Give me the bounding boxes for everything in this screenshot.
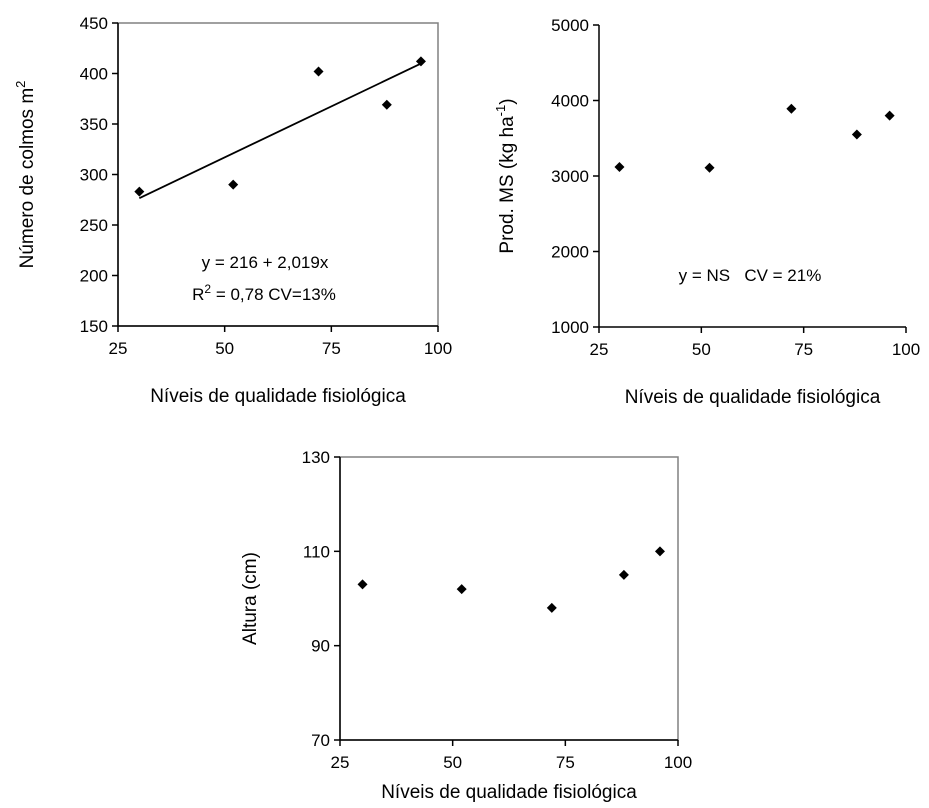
y-tick-label: 2000 bbox=[551, 243, 589, 262]
y-axis-title: Número de colmos m2 bbox=[13, 81, 38, 269]
x-tick-label: 50 bbox=[215, 339, 234, 358]
data-point bbox=[313, 66, 324, 77]
x-axis-title: Níveis de qualidade fisiológica bbox=[625, 387, 881, 408]
y-tick-label: 130 bbox=[302, 448, 330, 467]
x-tick-label: 75 bbox=[322, 339, 341, 358]
data-point bbox=[357, 579, 368, 590]
r2-superscript: 2 bbox=[204, 282, 211, 296]
y-tick-label: 400 bbox=[80, 65, 108, 84]
y-tick-label: 1000 bbox=[551, 318, 589, 337]
y-axis-title-text: Prod. MS (kg ha bbox=[497, 116, 518, 254]
x-tick-label: 75 bbox=[556, 753, 575, 772]
data-point bbox=[456, 584, 467, 595]
data-point bbox=[851, 129, 862, 140]
trendline bbox=[138, 62, 422, 199]
data-point bbox=[228, 179, 239, 190]
chart-1: 150 200 250 300 350 400 450 25 50 75 100 Níveis de … bbox=[13, 14, 452, 407]
y-tick-label: 450 bbox=[80, 14, 108, 33]
y-tick-label: 4000 bbox=[551, 92, 589, 111]
y-axis-title-superscript: -1 bbox=[493, 105, 508, 117]
r2-prefix: R bbox=[192, 285, 204, 304]
y-axis-title: Altura (cm) bbox=[240, 552, 261, 645]
data-point bbox=[704, 162, 715, 173]
equation-annotation: y = 216 + 2,019x bbox=[202, 253, 329, 272]
plot-frame bbox=[117, 22, 439, 327]
r2-annotation: R2 = 0,78 CV=13% bbox=[192, 282, 336, 304]
y-tick-label: 3000 bbox=[551, 167, 589, 186]
y-tick-label: 200 bbox=[80, 267, 108, 286]
data-point bbox=[786, 103, 797, 114]
y-tick-label: 110 bbox=[303, 542, 330, 561]
data-point bbox=[134, 186, 145, 197]
x-tick-label: 75 bbox=[794, 340, 813, 359]
x-tick-label: 50 bbox=[443, 753, 462, 772]
x-tick-label: 25 bbox=[331, 753, 350, 772]
y-axis-title: Prod. MS (kg ha-1) bbox=[493, 98, 518, 253]
y-axis-title-text: Número de colmos m bbox=[17, 88, 38, 269]
x-tick-label: 100 bbox=[424, 339, 452, 358]
y-tick-label: 70 bbox=[311, 731, 330, 750]
chart-2: 1000 2000 3000 4000 5000 25 50 75 100 Níveis de q… bbox=[493, 16, 920, 408]
stat-annotation: y = NS CV = 21% bbox=[679, 266, 822, 285]
y-tick-label: 90 bbox=[311, 637, 330, 656]
x-tick-label: 25 bbox=[590, 340, 609, 359]
data-point bbox=[618, 569, 629, 580]
y-tick-label: 300 bbox=[80, 166, 108, 185]
x-tick-label: 100 bbox=[664, 753, 692, 772]
y-axis-title-close: ) bbox=[497, 98, 518, 104]
x-axis-title: Níveis de qualidade fisiológica bbox=[150, 386, 406, 407]
r2-rest: = 0,78 CV=13% bbox=[211, 285, 336, 304]
y-axis-title-superscript: 2 bbox=[13, 81, 28, 88]
y-tick-label: 5000 bbox=[551, 16, 589, 35]
data-point bbox=[546, 602, 557, 613]
x-tick-label: 25 bbox=[109, 339, 128, 358]
x-tick-label: 100 bbox=[892, 340, 920, 359]
y-tick-label: 250 bbox=[80, 216, 108, 235]
data-point bbox=[415, 56, 426, 67]
data-point bbox=[884, 110, 895, 121]
data-point bbox=[654, 546, 665, 557]
y-axis-title-text: Altura (cm) bbox=[240, 552, 261, 645]
y-tick-label: 150 bbox=[80, 317, 108, 336]
x-tick-label: 50 bbox=[692, 340, 711, 359]
y-tick-label: 350 bbox=[80, 115, 108, 134]
data-point bbox=[381, 99, 392, 110]
chart-3: 70 90 110 130 25 50 75 100 Níveis de qualidade f… bbox=[240, 448, 692, 803]
x-axis-title: Níveis de qualidade fisiológica bbox=[381, 782, 637, 803]
plot-frame bbox=[339, 456, 679, 741]
data-point bbox=[614, 161, 625, 172]
